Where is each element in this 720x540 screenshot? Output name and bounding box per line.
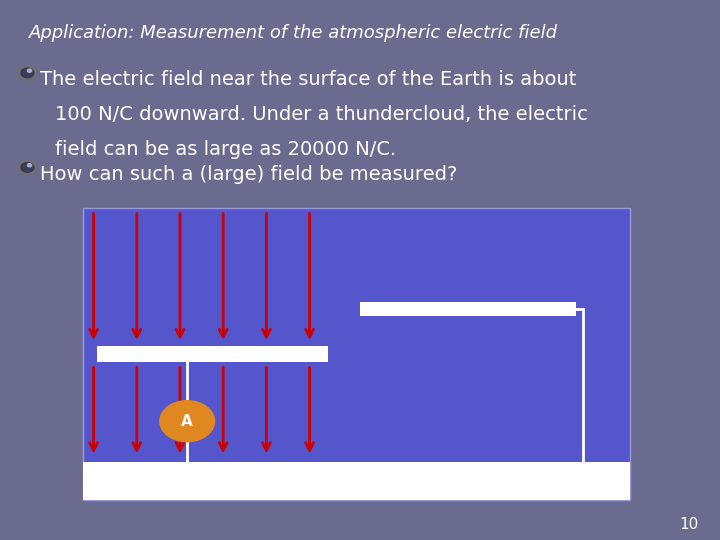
Text: field can be as large as 20000 N/C.: field can be as large as 20000 N/C. bbox=[55, 140, 397, 159]
Circle shape bbox=[27, 164, 32, 167]
Bar bbox=[83, 462, 630, 500]
Circle shape bbox=[18, 160, 37, 174]
Text: How can such a (large) field be measured?: How can such a (large) field be measured… bbox=[40, 165, 457, 184]
Text: A: A bbox=[181, 414, 193, 429]
Circle shape bbox=[160, 401, 215, 442]
Text: The electric field near the surface of the Earth is about: The electric field near the surface of t… bbox=[40, 70, 576, 89]
Text: 10: 10 bbox=[679, 517, 698, 532]
Circle shape bbox=[27, 69, 32, 72]
Circle shape bbox=[21, 163, 34, 172]
Bar bbox=[83, 208, 630, 500]
Text: Application: Measurement of the atmospheric electric field: Application: Measurement of the atmosphe… bbox=[29, 24, 558, 42]
Bar bbox=[97, 346, 328, 362]
Circle shape bbox=[21, 68, 34, 78]
Circle shape bbox=[18, 66, 37, 80]
Text: 100 N/C downward. Under a thundercloud, the electric: 100 N/C downward. Under a thundercloud, … bbox=[55, 105, 588, 124]
Bar bbox=[360, 302, 576, 316]
